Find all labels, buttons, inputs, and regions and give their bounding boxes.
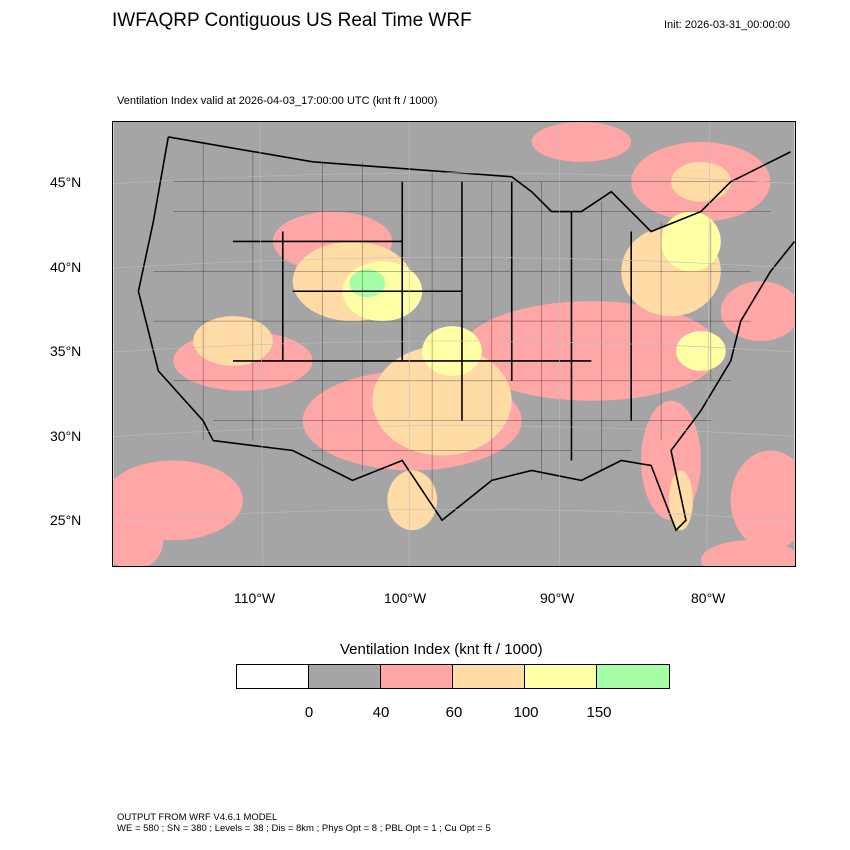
colorbar-label: 0 [304,704,314,721]
lon-label: 100°W [384,590,427,606]
colorbar-swatch [525,665,597,688]
county-lines [153,141,771,501]
colorbar-swatch [453,665,525,688]
colorbar-swatch [381,665,453,688]
colorbar-swatch [237,665,309,688]
lat-label: 25°N [50,512,82,528]
lat-label: 35°N [50,343,82,359]
footer-model: OUTPUT FROM WRF V4.6.1 MODEL [117,812,278,823]
lon-label: 80°W [691,590,726,606]
plot-title: IWFAQRP Contiguous US Real Time WRF [112,10,472,31]
colorbar-label: 100 [513,704,539,721]
colorbar [236,664,670,689]
ventilation-index-map [103,121,811,580]
colorbar-swatch [597,665,669,688]
lat-label: 45°N [50,174,82,190]
colorbar-label: 60 [445,704,463,721]
footer-config: WE = 580 ; SN = 380 ; Levels = 38 ; Dis … [117,823,491,834]
lat-label: 30°N [50,428,82,444]
field-green [349,269,386,298]
map-graphic [103,121,811,580]
lat-label: 40°N [50,259,82,275]
colorbar-label: 40 [372,704,390,721]
lon-label: 110°W [234,590,276,606]
colorbar-title: Ventilation Index (knt ft / 1000) [340,641,543,658]
init-time: Init: 2026-03-31_00:00:00 [664,19,790,31]
plot-subtitle: Ventilation Index valid at 2026-04-03_17… [117,95,438,107]
colorbar-label: 150 [586,704,612,721]
colorbar-swatch [309,665,381,688]
lon-label: 90°W [540,590,575,606]
graticule [113,121,795,567]
